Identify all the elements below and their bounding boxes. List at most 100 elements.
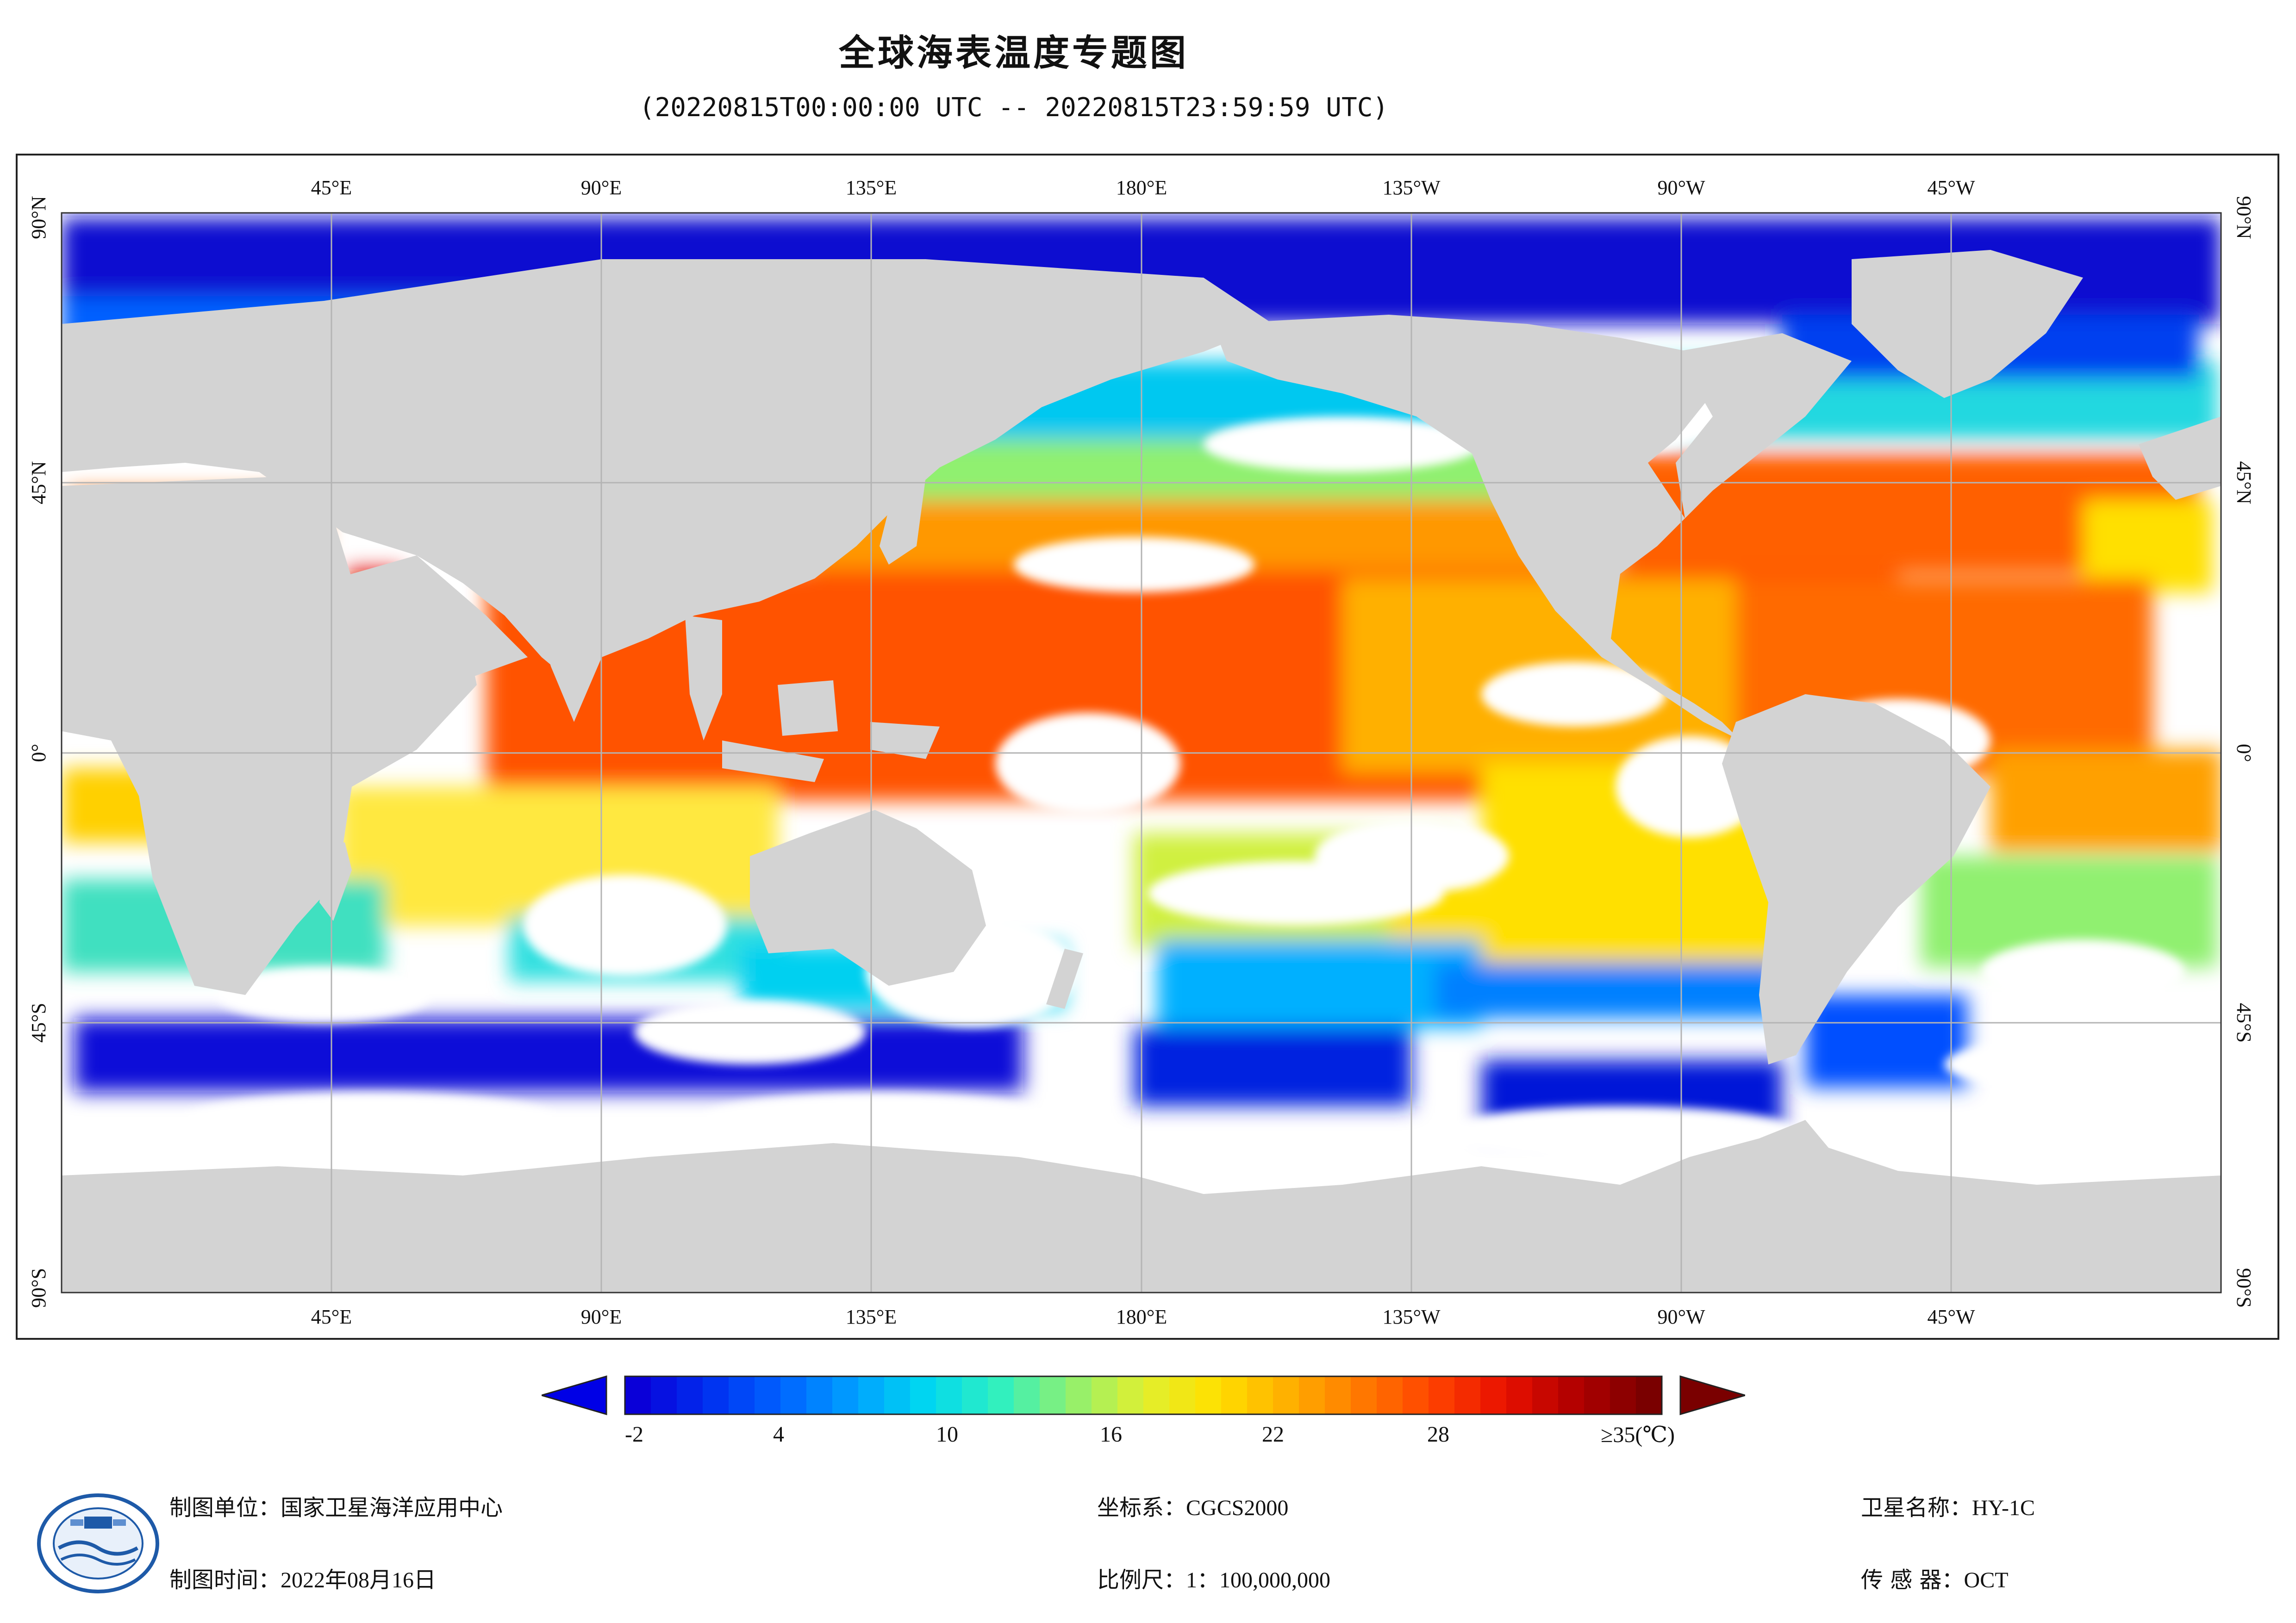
lat-label: 0° <box>2233 744 2255 762</box>
lat-label: 90°N <box>2233 196 2255 239</box>
colorbar-tick: 4 <box>773 1422 784 1447</box>
lon-label: 180°E <box>1116 176 1167 199</box>
map-frame <box>16 154 2279 1340</box>
lon-label: 45°W <box>1927 176 1975 199</box>
lat-label: 90°S <box>27 1268 50 1308</box>
time-row: 制图时间：2022年08月16日 <box>169 1561 436 1594</box>
colorbar-cell <box>1273 1376 1299 1414</box>
colorbar-tick: 28 <box>1427 1422 1449 1447</box>
time-range-subtitle: (20220815T00:00:00 UTC -- 20220815T23:59… <box>639 93 1389 123</box>
colorbar-cell <box>729 1376 755 1414</box>
producer-value: 国家卫星海洋应用中心 <box>281 1495 503 1521</box>
colorbar-cell <box>1532 1376 1559 1414</box>
scale-value: 1：100,000,000 <box>1186 1568 1331 1592</box>
lon-labels-top: 45°E 90°E 135°E 180°E 135°W 90°W 45°W <box>311 176 1975 199</box>
colorbar-cell <box>832 1376 859 1414</box>
satellite-label: 卫星名称： <box>1861 1495 1972 1521</box>
map-title: 全球海表温度专题图 <box>838 32 1189 74</box>
lat-label: 45°S <box>2233 1003 2255 1043</box>
colorbar-cell <box>677 1376 703 1414</box>
colorbar-cell <box>1299 1376 1325 1414</box>
sst-colorbar <box>542 1375 1745 1416</box>
colorbar-tick: -2 <box>625 1422 643 1447</box>
lon-label: 135°W <box>1382 1306 1441 1328</box>
nsoas-logo <box>37 1493 159 1593</box>
crs-row: 坐标系：CGCS2000 <box>1097 1489 1288 1522</box>
lat-label: 45°N <box>27 461 50 504</box>
satellite-value: HY-1C <box>1972 1496 2035 1520</box>
colorbar-cell <box>1169 1376 1196 1414</box>
colorbar-cell <box>755 1376 781 1414</box>
colorbar-cell <box>1403 1376 1429 1414</box>
colorbar-cell <box>1636 1376 1662 1414</box>
colorbar-outline <box>624 1375 1663 1415</box>
colorbar-cell <box>1454 1376 1481 1414</box>
sensor-value: OCT <box>1964 1568 2009 1592</box>
lon-label: 135°E <box>846 1306 897 1328</box>
time-label: 制图时间： <box>169 1567 281 1593</box>
colorbar-tick: 22 <box>1262 1422 1284 1447</box>
colorbar-cell <box>962 1376 988 1414</box>
producer-row: 制图单位：国家卫星海洋应用中心 <box>169 1489 503 1522</box>
time-value: 2022年08月16日 <box>281 1568 437 1592</box>
colorbar-cell <box>1040 1376 1066 1414</box>
colorbar-cell <box>806 1376 833 1414</box>
lat-label: 90°N <box>27 196 50 239</box>
colorbar-high-arrow <box>1679 1375 1745 1416</box>
colorbar-cells <box>624 1375 1663 1415</box>
colorbar-cell <box>858 1376 885 1414</box>
colorbar-cell <box>1092 1376 1118 1414</box>
lon-label: 180°E <box>1116 1306 1167 1328</box>
lon-label: 90°E <box>581 1306 622 1328</box>
colorbar-cell <box>884 1376 911 1414</box>
lat-label: 90°S <box>2233 1268 2255 1308</box>
crs-value: CGCS2000 <box>1186 1496 1289 1520</box>
colorbar-cell <box>1480 1376 1507 1414</box>
colorbar-cell <box>936 1376 962 1414</box>
colorbar-cell <box>1247 1376 1273 1414</box>
lat-labels-right: 90°N 45°N 0° 45°S 90°S <box>2233 196 2255 1308</box>
scale-label: 比例尺： <box>1097 1567 1186 1593</box>
colorbar-cell <box>703 1376 729 1414</box>
lon-label: 45°E <box>311 1306 352 1328</box>
colorbar-cell <box>1377 1376 1403 1414</box>
colorbar-tick: ≥35(℃) <box>1601 1423 1675 1447</box>
colorbar-cell <box>1506 1376 1533 1414</box>
scale-row: 比例尺：1：100,000,000 <box>1097 1561 1330 1594</box>
colorbar-cell <box>1195 1376 1222 1414</box>
sensor-row: 传 感 器：OCT <box>1861 1561 2009 1594</box>
colorbar-cell <box>1429 1376 1455 1414</box>
lon-label: 90°W <box>1657 1306 1705 1328</box>
lat-label: 45°S <box>27 1003 50 1043</box>
lat-label: 45°N <box>2233 461 2255 504</box>
colorbar-tick: 10 <box>936 1422 958 1447</box>
colorbar-tick: 16 <box>1100 1422 1122 1447</box>
crs-label: 坐标系： <box>1097 1495 1186 1521</box>
colorbar-cell <box>1221 1376 1248 1414</box>
colorbar-cell <box>988 1376 1014 1414</box>
lon-label: 90°E <box>581 176 622 199</box>
satellite-row: 卫星名称：HY-1C <box>1861 1489 2035 1522</box>
lon-label: 135°W <box>1382 176 1441 199</box>
colorbar-low-arrow <box>542 1375 607 1416</box>
colorbar-cell <box>910 1376 936 1414</box>
colorbar-cell <box>1117 1376 1144 1414</box>
lat-labels-left: 90°N 45°N 0° 45°S 90°S <box>27 196 50 1308</box>
colorbar-cell <box>651 1376 677 1414</box>
lat-label: 0° <box>27 744 50 762</box>
lon-label: 90°W <box>1657 176 1705 199</box>
lon-label: 45°E <box>311 176 352 199</box>
colorbar-cell <box>625 1376 651 1414</box>
lon-label: 135°E <box>846 176 897 199</box>
graticule <box>62 213 2221 1293</box>
colorbar-cell <box>1014 1376 1040 1414</box>
colorbar-cell <box>1143 1376 1170 1414</box>
sst-map: 45°E 90°E 135°E 180°E 135°W 90°W 45°W 45… <box>27 176 2255 1328</box>
colorbar-cell <box>1610 1376 1636 1414</box>
lon-labels-bottom: 45°E 90°E 135°E 180°E 135°W 90°W 45°W <box>311 1306 1975 1328</box>
colorbar-cell <box>1558 1376 1585 1414</box>
colorbar-cell <box>1351 1376 1377 1414</box>
lon-label: 45°W <box>1927 1306 1975 1328</box>
colorbar-cell <box>1325 1376 1351 1414</box>
colorbar-cell <box>1584 1376 1610 1414</box>
